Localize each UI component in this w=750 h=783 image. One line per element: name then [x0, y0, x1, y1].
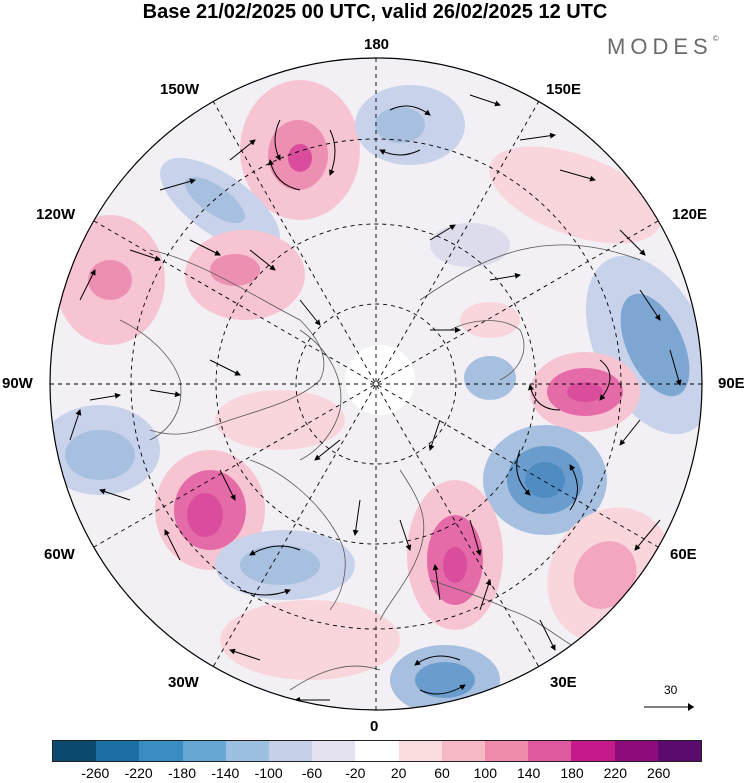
colorbar-tick-label: -180: [167, 765, 197, 781]
colorbar-tick-label: -20: [345, 765, 366, 781]
lon-label-90w: 90W: [2, 375, 33, 392]
lon-label-0: 0: [370, 718, 379, 735]
anomaly-field: [50, 80, 702, 710]
lon-label-150w: 150W: [160, 81, 200, 98]
lon-label-120w: 120W: [36, 206, 76, 223]
colorbar-tick-label: 220: [603, 765, 628, 781]
map-title: Base 21/02/2025 00 UTC, valid 26/02/2025…: [142, 1, 608, 23]
colorbar-swatch: [139, 741, 183, 761]
colorbar-swatch: [53, 741, 97, 761]
colorbar-tick-label: -220: [124, 765, 153, 781]
colorbar-swatch: [96, 741, 140, 761]
colorbar-tick-label: -60: [301, 765, 323, 781]
colorbar-swatch: [225, 741, 270, 761]
lon-label-120e: 120E: [672, 206, 708, 223]
colorbar-swatch: [182, 741, 226, 761]
lon-label-150e: 150E: [546, 81, 582, 98]
colorbar-tick-label: 260: [646, 765, 671, 781]
map-boundary: [49, 57, 703, 711]
lon-label-30e: 30E: [550, 674, 577, 691]
colorbar-swatch: [269, 741, 313, 761]
polar-map: [49, 57, 703, 711]
colorbar-swatch: [571, 741, 615, 761]
lon-label-90e: 90E: [718, 375, 745, 392]
reference-vector-arrow: [644, 703, 694, 711]
colorbar-tick-label: 180: [560, 765, 584, 781]
colorbar-tick-label: 140: [516, 765, 541, 781]
brand-logo: MODES©: [607, 34, 719, 59]
colorbar-swatch: [398, 741, 442, 761]
colorbar-ticks: -260 -220 -180 -140 -100 -60 -20 20 60 100 140 180 2…: [0, 765, 750, 783]
coastlines: [119, 244, 641, 691]
graticule: [50, 58, 702, 710]
colorbar-swatch: [312, 741, 356, 761]
lon-label-60e: 60E: [670, 546, 697, 563]
colorbar-tick-label: 60: [434, 765, 450, 781]
colorbar-tick-label: 20: [390, 765, 407, 781]
colorbar-swatch: [441, 741, 486, 761]
colorbar-swatch: [355, 741, 399, 761]
lon-label-180: 180: [364, 36, 390, 53]
colorbar-swatch: [614, 741, 658, 761]
colorbar-tick-label: -140: [211, 765, 240, 781]
colorbar-tick-label: 100: [473, 765, 498, 781]
colorbar-tick-label: -260: [81, 765, 110, 781]
colorbar: [52, 740, 702, 762]
map-disc: [50, 58, 702, 710]
colorbar-swatch: [528, 741, 572, 761]
reference-vector-label: 30: [664, 683, 678, 697]
colorbar-swatch: [485, 741, 529, 761]
lon-label-60w: 60W: [44, 546, 75, 563]
lon-label-30w: 30W: [168, 674, 199, 691]
colorbar-swatch: [657, 741, 702, 761]
colorbar-tick-label: -100: [254, 765, 283, 781]
